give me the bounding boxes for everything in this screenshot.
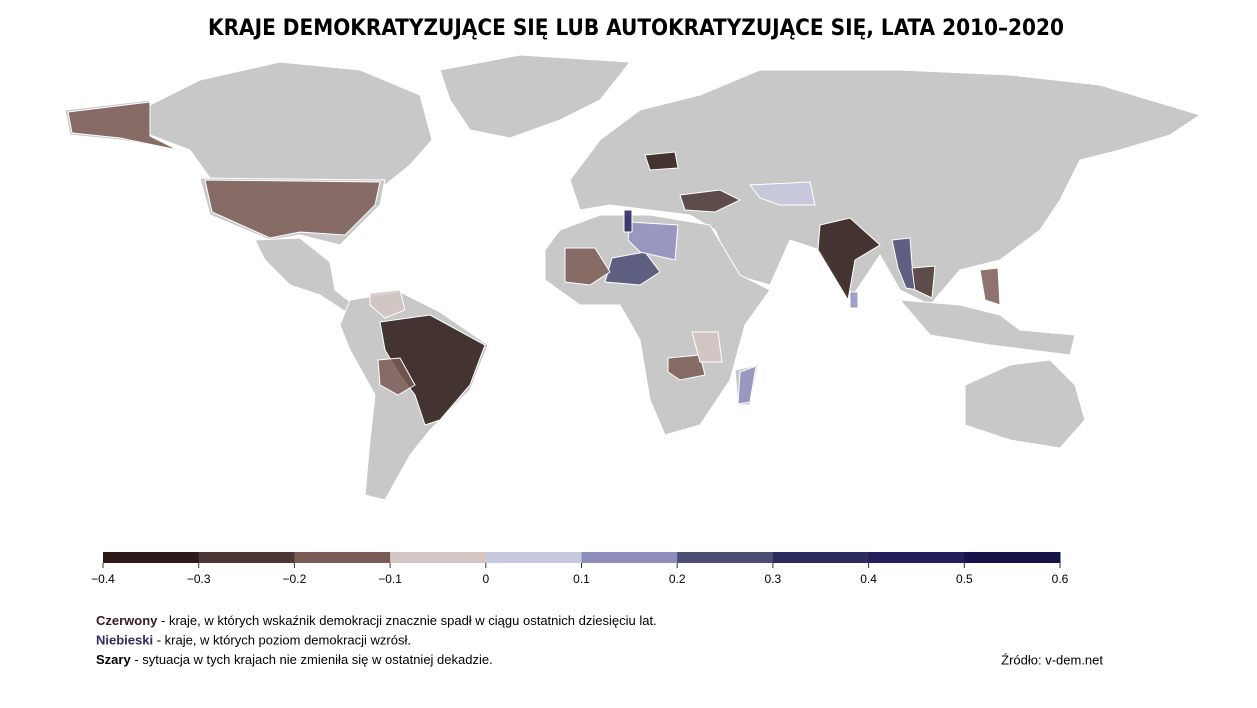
tick-label: 0.3 (765, 572, 782, 586)
tick-label: 0.5 (956, 572, 973, 586)
tick-label: 0.6 (1052, 572, 1069, 586)
colorbar-bin (294, 552, 391, 563)
tick-label: −0.3 (187, 572, 211, 586)
tick-label: −0.4 (91, 572, 115, 586)
region (564, 247, 611, 286)
legend-text: Czerwony - kraje, w których wskaźnik dem… (96, 613, 657, 667)
region (623, 209, 633, 233)
tick-label: −0.1 (378, 572, 402, 586)
tick-label: −0.2 (283, 572, 307, 586)
colorbar-bin (964, 552, 1061, 563)
source: Źródło: v-dem.net (1001, 652, 1103, 667)
region (679, 189, 742, 213)
region (604, 251, 661, 286)
tick-label: 0 (482, 572, 489, 586)
legend-term: Niebieski (96, 633, 153, 648)
legend: Czerwony - kraje, w których wskaźnik dem… (96, 613, 657, 667)
colorbar-bin (103, 552, 200, 563)
region (644, 151, 679, 171)
tick-label: 0.4 (860, 572, 877, 586)
legend-description: - sytuacja w tych krajach nie zmieniła s… (131, 652, 493, 667)
region (817, 217, 881, 302)
tick-label: 0.2 (669, 572, 686, 586)
colorbar-bin (485, 552, 582, 563)
colorbar-bin (390, 552, 487, 563)
region (204, 179, 381, 239)
region (691, 331, 723, 363)
title: KRAJE DEMOKRATYZUJĄCE SIĘ LUB AUTOKRATYZ… (208, 16, 1064, 41)
region (749, 181, 816, 206)
colorbar-bin (198, 552, 295, 563)
region (911, 265, 936, 299)
colorbar-bin (868, 552, 965, 563)
colorbar-bin (581, 552, 678, 563)
legend-term: Szary (96, 652, 131, 667)
region (377, 357, 416, 396)
region (627, 221, 679, 261)
region (979, 267, 1001, 306)
region (667, 354, 706, 381)
region (737, 365, 757, 405)
colorbar-bin (677, 552, 774, 563)
tick-label: 0.1 (573, 572, 590, 586)
legend-description: - kraje, w których wskaźnik demokracji z… (157, 613, 656, 628)
colorbar-bin (772, 552, 870, 563)
legend-description: - kraje, w których poziom demokracji wzr… (153, 633, 411, 648)
legend-term: Czerwony (96, 613, 158, 628)
region (67, 101, 179, 151)
region (369, 289, 406, 319)
region (849, 291, 859, 309)
